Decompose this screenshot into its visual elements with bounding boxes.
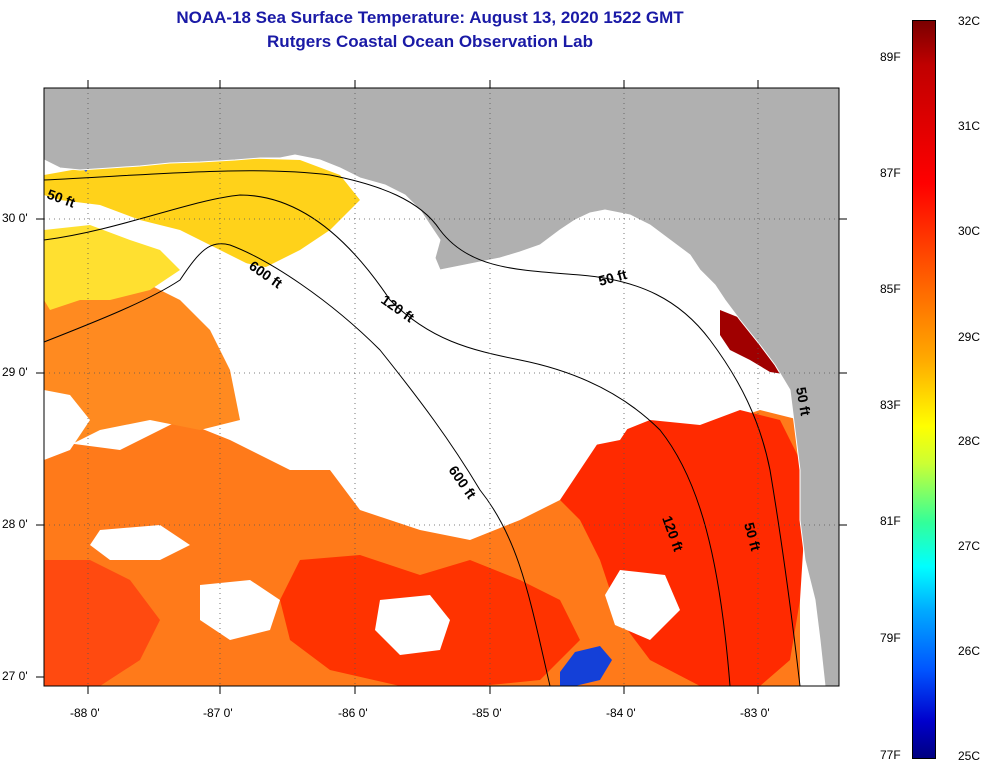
colorbar-label-89f: 89F <box>880 50 901 64</box>
sst-warm-west <box>44 270 240 450</box>
contour-600ft <box>43 243 551 687</box>
colorbar-label-32c: 32C <box>958 14 981 28</box>
colorbar-label-29c: 29C <box>958 330 981 344</box>
lon-label-87: -87 0' <box>203 706 233 720</box>
lat-label-27: 27 0' <box>2 669 28 683</box>
contour-label-50ft-south: 50 ft <box>741 521 764 553</box>
lon-label-83: -83 0' <box>740 706 770 720</box>
colorbar-label-25c: 25C <box>958 749 981 763</box>
colorbar-label-30c: 30C <box>958 224 981 238</box>
colorbar-label-85f: 85F <box>880 282 901 296</box>
colorbar-label-83f: 83F <box>880 398 901 412</box>
colorbar-label-31c: 31C <box>958 119 981 133</box>
contour-label-50ft-coast: 50 ft <box>793 386 814 417</box>
colorbar-label-28c: 28C <box>958 434 981 448</box>
cloud-patch-west <box>44 390 90 460</box>
cloud-patch-south-a <box>200 580 280 640</box>
sst-hot-southwest <box>44 560 160 686</box>
cloud-patch-east <box>330 200 640 450</box>
map-subtitle: Rutgers Coastal Ocean Observation Lab <box>267 32 593 51</box>
colorbar-label-81f: 81F <box>880 514 901 528</box>
plot-frame <box>43 87 840 687</box>
lon-label-85: -85 0' <box>472 706 502 720</box>
lon-label-86: -86 0' <box>338 706 368 720</box>
lat-label-29: 29 0' <box>2 365 28 379</box>
sst-field <box>44 118 805 686</box>
lon-label-84: -84 0' <box>606 706 636 720</box>
colorbar-label-26c: 26C <box>958 644 981 658</box>
colorbar-label-79f: 79F <box>880 631 901 645</box>
map-title: NOAA-18 Sea Surface Temperature: August … <box>176 8 684 27</box>
colorbar-label-77f: 77F <box>880 748 901 762</box>
sst-cold-patch-south <box>560 646 612 686</box>
cloud-patch-south-b <box>375 595 450 655</box>
colorbar-label-87f: 87F <box>880 166 901 180</box>
contour-label-50ft-east: 50 ft <box>597 266 629 289</box>
cloud-patch-center <box>230 260 540 520</box>
contour-120ft <box>43 194 731 687</box>
colorbar-label-27c: 27C <box>958 539 981 553</box>
depth-contours <box>43 170 801 687</box>
cloud-patch-south-c <box>605 570 680 640</box>
lat-label-30: 30 0' <box>2 211 28 225</box>
temperature-colorbar <box>912 20 936 759</box>
contour-50ft <box>43 170 801 687</box>
cloud-patch-southwest <box>90 525 190 560</box>
axis-ticks <box>36 80 847 694</box>
land-mass <box>43 87 840 687</box>
lon-label-88: -88 0' <box>70 706 100 720</box>
sst-yellow-west <box>44 225 180 310</box>
sst-yellow-coast <box>44 158 360 270</box>
lat-label-28: 28 0' <box>2 517 28 531</box>
